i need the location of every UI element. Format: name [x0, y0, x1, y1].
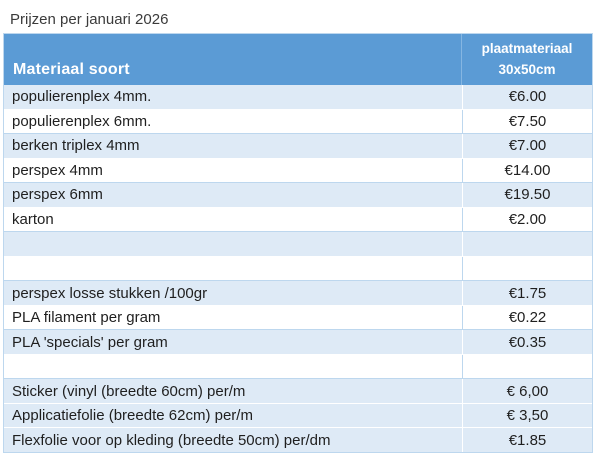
- header-plaatmateriaal-line1: plaatmateriaal: [481, 41, 573, 57]
- price-cell: €0.35: [462, 330, 592, 354]
- material-cell: perspex 6mm: [12, 186, 103, 204]
- material-cell: Flexfolie voor op kleding (breedte 50cm)…: [12, 431, 331, 449]
- table-row: [4, 256, 592, 282]
- price-cell: €14.00: [462, 158, 592, 183]
- header-plaatmateriaal-line2: 30x50cm: [498, 61, 556, 77]
- page-title: Prijzen per januari 2026: [10, 11, 169, 28]
- price-cell: € 6,00: [462, 379, 592, 403]
- material-cell: [4, 355, 462, 379]
- material-cell: [4, 232, 462, 256]
- table-row: PLA 'specials' per gram €0.35: [4, 330, 592, 355]
- material-cell: Sticker (vinyl (breedte 60cm) per/m: [12, 382, 246, 400]
- price-cell: €19.50: [462, 183, 592, 207]
- table-body: populierenplex 4mm. €6.00 populierenplex…: [4, 85, 592, 452]
- price-cell: € 3,50: [462, 403, 592, 428]
- price-table: Materiaal soort plaatmateriaal 30x50cm p…: [3, 33, 593, 453]
- material-cell: Applicatiefolie (breedte 62cm) per/m: [12, 407, 253, 425]
- table-row: PLA filament per gram €0.22: [4, 305, 592, 331]
- material-cell: karton: [12, 210, 54, 228]
- table-row: populierenplex 6mm. €7.50: [4, 109, 592, 135]
- table-row: perspex losse stukken /100gr €1.75: [4, 281, 592, 306]
- price-cell: [462, 256, 592, 281]
- material-cell: [4, 257, 462, 281]
- price-cell: €1.75: [462, 281, 592, 305]
- table-row: populierenplex 4mm. €6.00: [4, 85, 592, 110]
- price-cell: [462, 232, 592, 256]
- table-row: Flexfolie voor op kleding (breedte 50cm)…: [4, 428, 592, 452]
- material-cell: populierenplex 4mm.: [12, 88, 152, 106]
- header-plaatmateriaal: plaatmateriaal 30x50cm: [461, 34, 592, 85]
- table-header-row: Materiaal soort plaatmateriaal 30x50cm: [4, 34, 592, 85]
- table-row: berken triplex 4mm €7.00: [4, 134, 592, 159]
- table-row: perspex 4mm €14.00: [4, 158, 592, 184]
- price-cell: €7.50: [462, 109, 592, 134]
- table-row: [4, 232, 592, 257]
- material-cell: perspex 4mm: [12, 161, 103, 179]
- price-cell: €0.22: [462, 305, 592, 330]
- material-cell: PLA filament per gram: [12, 309, 161, 327]
- table-row: karton €2.00: [4, 207, 592, 233]
- price-cell: [462, 354, 592, 379]
- header-materiaal-soort: Materiaal soort: [13, 61, 130, 78]
- table-row: Applicatiefolie (breedte 62cm) per/m € 3…: [4, 403, 592, 429]
- price-cell: €7.00: [462, 134, 592, 158]
- table-row: perspex 6mm €19.50: [4, 183, 592, 208]
- material-cell: PLA 'specials' per gram: [12, 333, 168, 351]
- table-row: [4, 354, 592, 380]
- table-row: Sticker (vinyl (breedte 60cm) per/m € 6,…: [4, 379, 592, 404]
- material-cell: perspex losse stukken /100gr: [12, 284, 208, 302]
- material-cell: populierenplex 6mm.: [12, 112, 152, 130]
- material-cell: berken triplex 4mm: [12, 137, 140, 155]
- price-cell: €2.00: [462, 207, 592, 232]
- price-cell: €6.00: [462, 85, 592, 109]
- price-cell: €1.85: [462, 428, 592, 452]
